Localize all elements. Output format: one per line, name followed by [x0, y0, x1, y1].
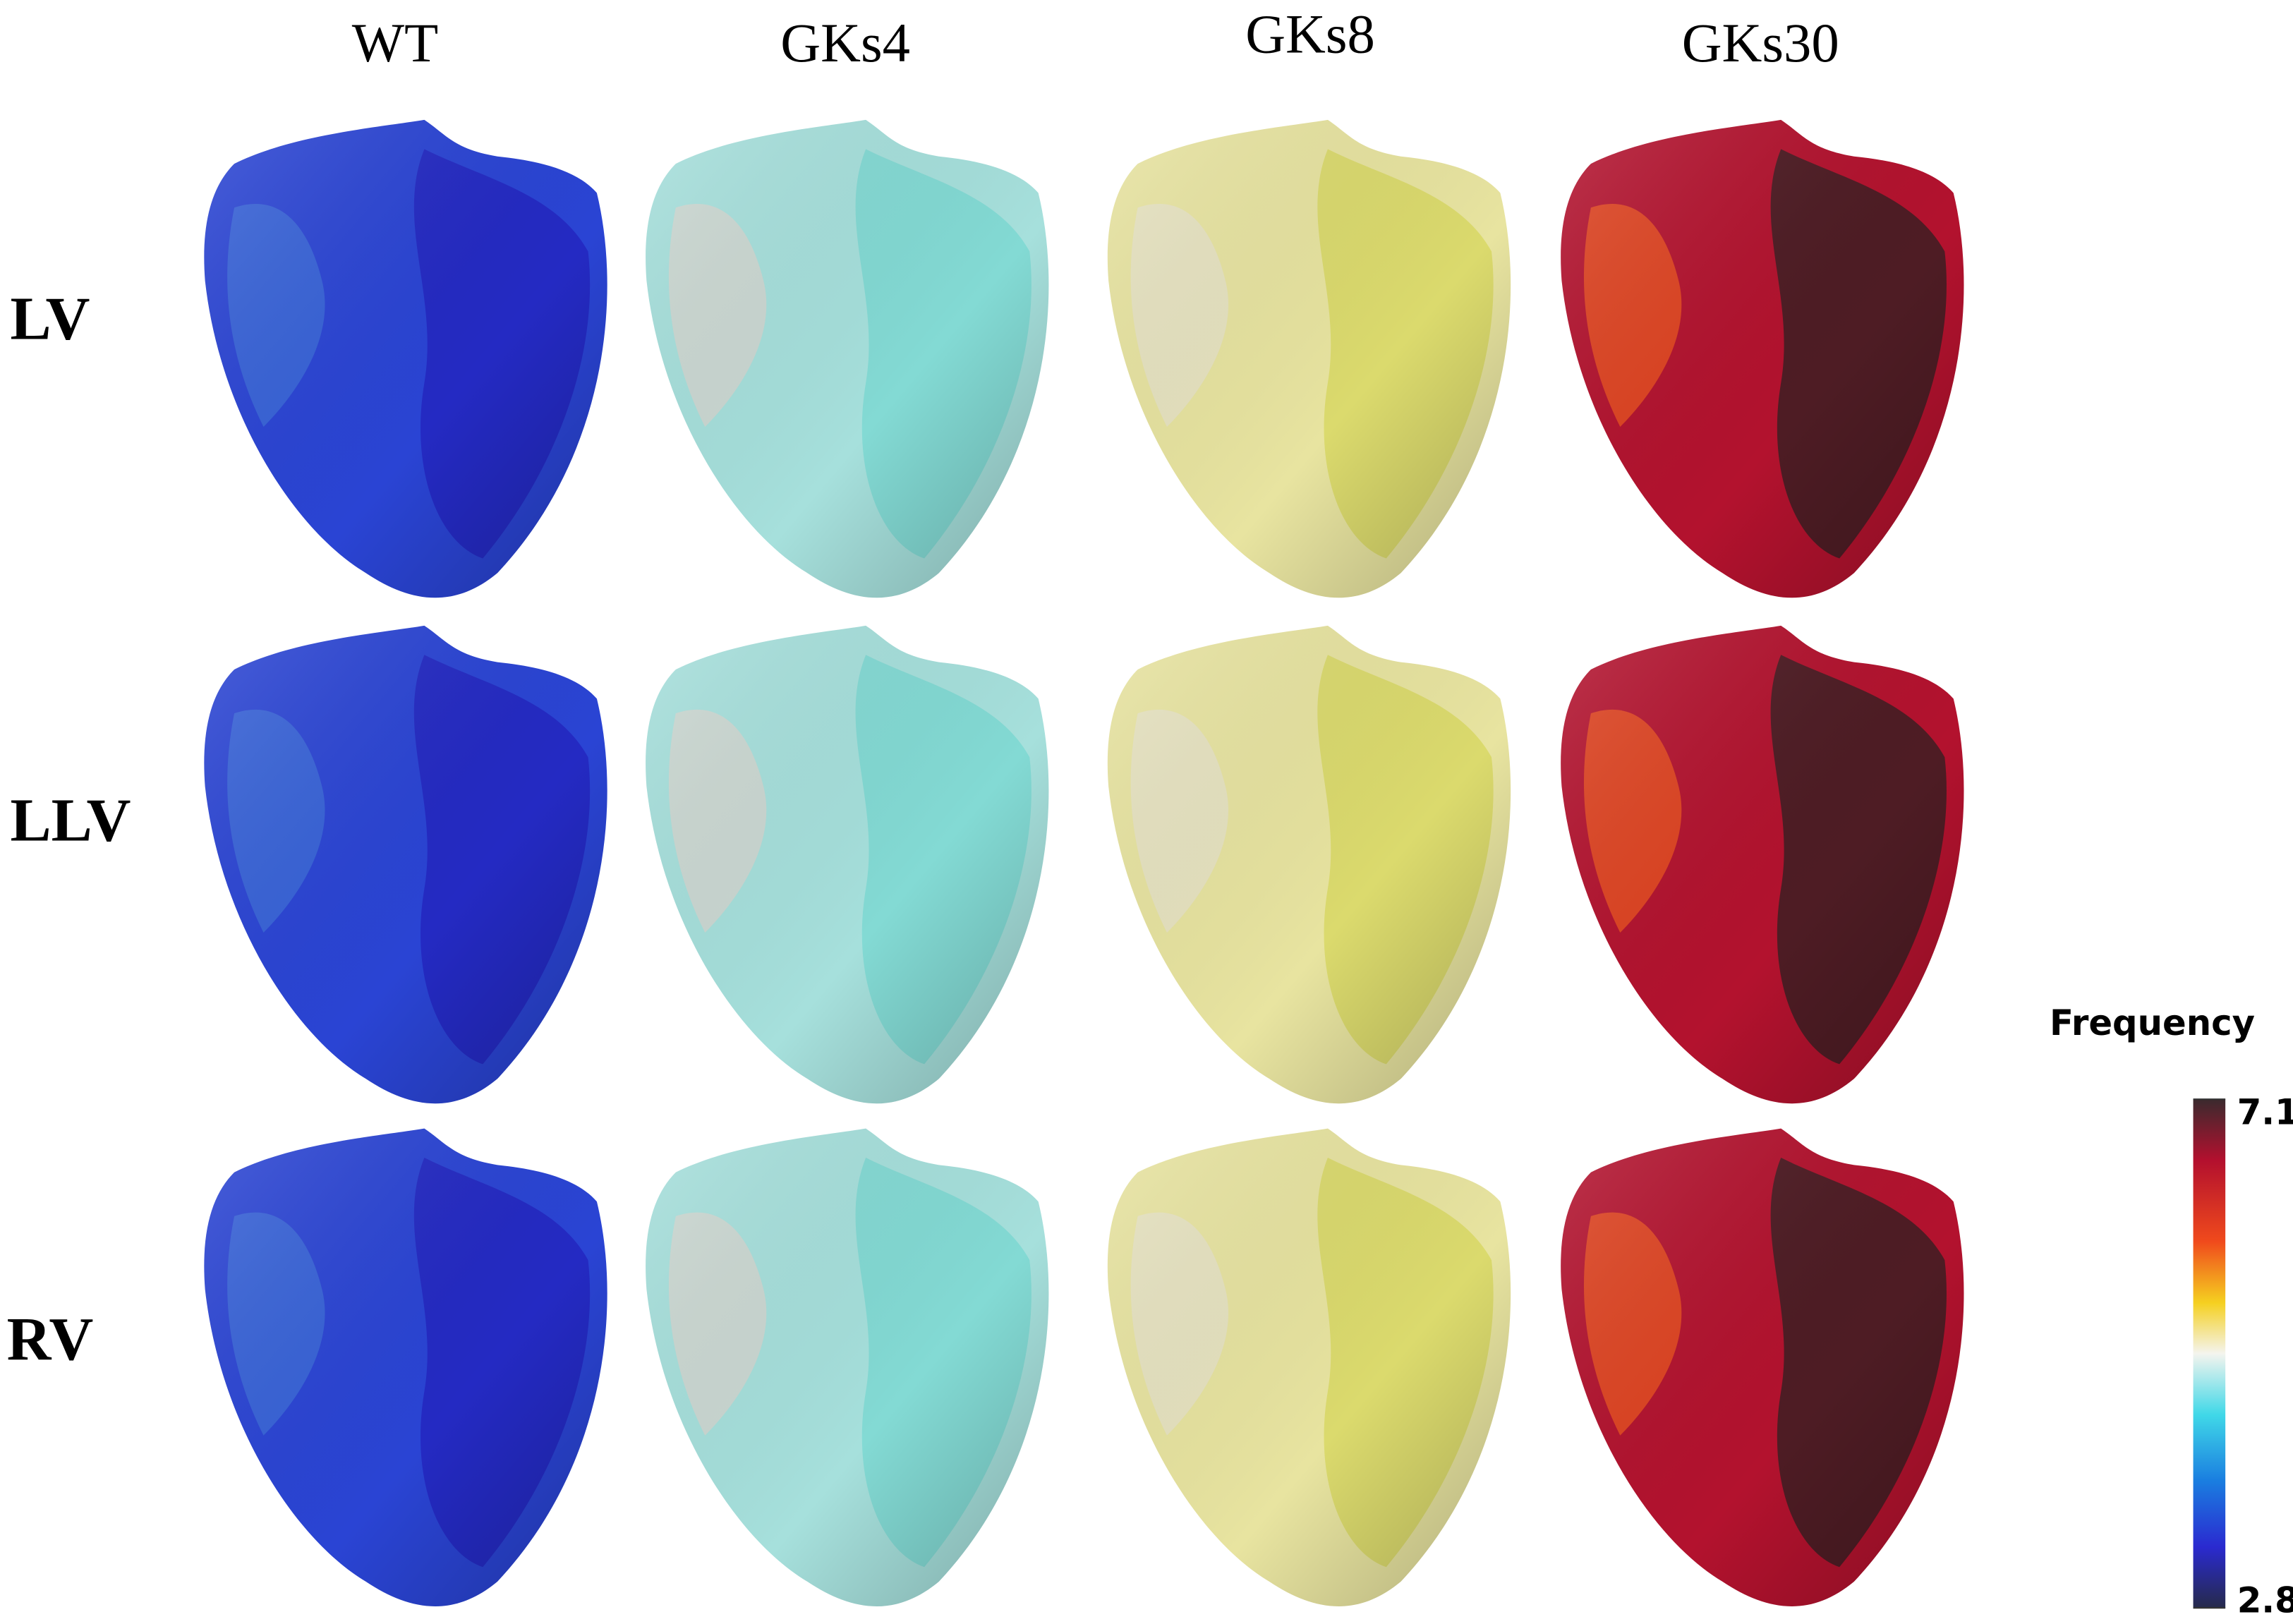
colorbar-tick-label: 2.8	[2237, 1580, 2293, 1620]
column-label: GKs30	[1682, 13, 1839, 74]
colorbar-title: Frequency	[2050, 1002, 2255, 1043]
row-label: RV	[7, 1304, 94, 1373]
column-label: GKs8	[1245, 4, 1375, 66]
colorbar-tick-label: 7.1	[2237, 1091, 2293, 1132]
row-label: LV	[11, 284, 90, 353]
column-label: GKs4	[780, 13, 910, 74]
heart-grid	[204, 119, 1964, 1606]
row-label: LLV	[11, 785, 131, 854]
colorbar	[2193, 1099, 2226, 1608]
column-label: WT	[352, 13, 438, 74]
